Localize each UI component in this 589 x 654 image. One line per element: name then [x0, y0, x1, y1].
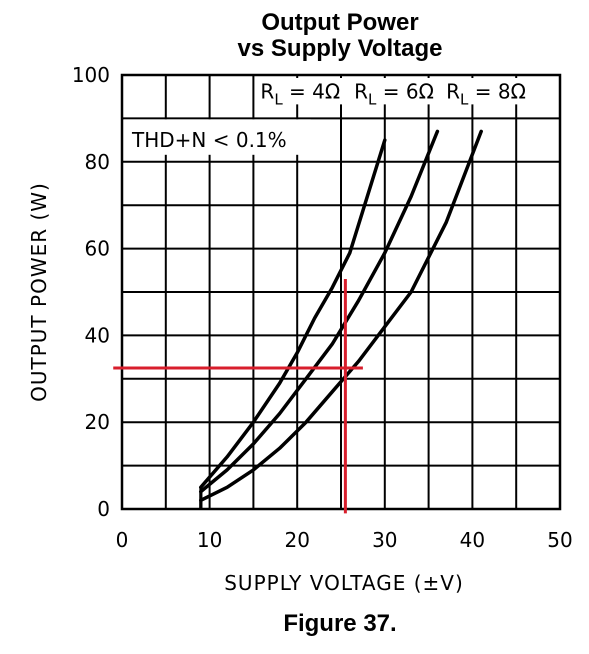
- x-tick-label: 0: [116, 528, 129, 552]
- legend-background: [257, 78, 534, 105]
- grid-lines: [120, 73, 562, 511]
- legend-label-main: R: [354, 79, 368, 103]
- x-tick-label: 20: [284, 528, 309, 552]
- y-tick-label: 80: [85, 150, 110, 174]
- annotation-background: [124, 119, 311, 155]
- x-tick-label: 30: [372, 528, 397, 552]
- legend-label-value: = 4Ω: [283, 79, 340, 103]
- series-line-2: [199, 129, 440, 494]
- plot-frame: [120, 73, 562, 511]
- figure-caption: Figure 37.: [283, 610, 397, 637]
- series-group: [199, 129, 483, 509]
- y-tick-label: 100: [72, 63, 110, 87]
- y-tick-label: 40: [85, 323, 110, 347]
- legend-label-2: RL = 6Ω: [354, 79, 434, 108]
- legend-label-main: R: [260, 79, 274, 103]
- x-tick-label: 40: [460, 528, 485, 552]
- legend-label-value: = 8Ω: [468, 79, 525, 103]
- legend-label-3: RL = 8Ω: [446, 79, 526, 108]
- series-line-1: [199, 138, 387, 490]
- y-tick-label: 0: [97, 497, 110, 521]
- chart-title-line2: vs Supply Voltage: [237, 35, 443, 62]
- legend-label-subscript: L: [274, 90, 283, 108]
- axis-and-annotation-labels: SUPPLY VOLTAGE (±V) OUTPUT POWER (W) THD+N…: [27, 78, 534, 595]
- tick-labels: 0 10 20 30 40 50 0 20 40 60 80 100: [72, 63, 573, 552]
- legend-label-subscript: L: [368, 90, 377, 108]
- series-line-3: [199, 129, 483, 503]
- legend-label-main: R: [446, 79, 460, 103]
- x-tick-label: 50: [547, 528, 572, 552]
- x-axis-label: SUPPLY VOLTAGE (±V): [224, 571, 464, 595]
- annotation-thd: THD+N < 0.1%: [131, 128, 287, 152]
- y-axis-label: OUTPUT POWER (W): [27, 182, 51, 402]
- legend-label-subscript: L: [460, 90, 469, 108]
- x-tick-label: 10: [197, 528, 222, 552]
- legend-label-value: = 6Ω: [376, 79, 433, 103]
- y-tick-label: 20: [85, 410, 110, 434]
- y-tick-label: 60: [85, 237, 110, 261]
- chart-title-line1: Output Power: [261, 9, 419, 36]
- legend-label-1: RL = 4Ω: [260, 79, 340, 108]
- marker-lines: [113, 278, 363, 514]
